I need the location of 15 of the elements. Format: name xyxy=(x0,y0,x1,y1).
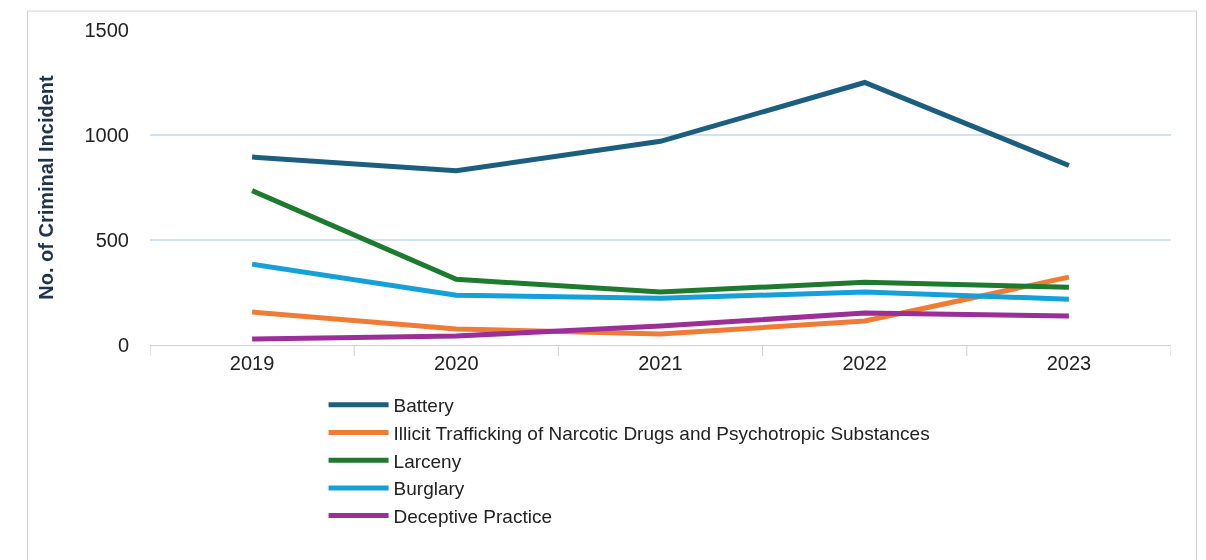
y-tick-label: 500 xyxy=(95,229,129,251)
legend-label: Burglary xyxy=(393,478,465,500)
y-tick-label: 1500 xyxy=(84,19,129,41)
x-tick-label: 2019 xyxy=(229,352,275,374)
legend-label: Deceptive Practice xyxy=(393,506,552,528)
x-tick-label: 2023 xyxy=(1046,352,1092,374)
y-tick-label: 1000 xyxy=(84,124,129,146)
y-tick-label: 0 xyxy=(117,334,129,356)
legend-label: Larceny xyxy=(393,450,462,472)
x-tick-label: 2022 xyxy=(842,352,887,374)
legend-label: Battery xyxy=(393,395,455,417)
legend-label: Illicit Trafficking of Narcotic Drugs and Psychotropic Substances xyxy=(393,422,930,444)
x-tick-label: 2021 xyxy=(638,352,683,374)
y-axis-title: No. of Criminal Incident xyxy=(35,74,57,300)
x-tick-label: 2020 xyxy=(434,352,479,374)
